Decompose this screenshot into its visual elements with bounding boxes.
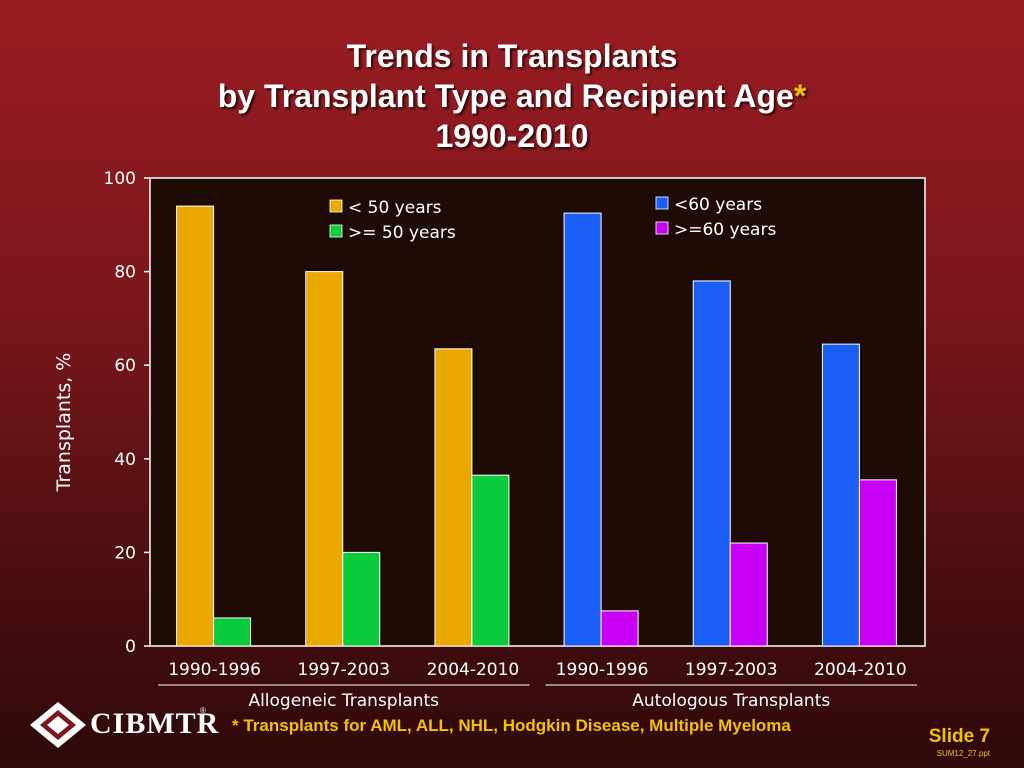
title-line-1: Trends in Transplants xyxy=(346,38,678,74)
bar-allo-young-1990-1996 xyxy=(176,205,215,647)
slide-title: Trends in Transplants by Transplant Type… xyxy=(0,36,1024,156)
y-tick-label: 100 xyxy=(104,169,136,189)
y-tick-label: 60 xyxy=(114,356,136,376)
x-tick-label: 2004-2010 xyxy=(814,660,907,680)
bar-allo-young-1997-2003 xyxy=(305,271,344,647)
x-tick-label: 1997-2003 xyxy=(297,660,390,680)
logo-registered-mark: ® xyxy=(200,706,206,715)
slide-number: Slide 7 xyxy=(928,726,990,747)
cibmtr-logo: CIBMTR ® xyxy=(28,700,218,750)
x-tick-label: 1990-1996 xyxy=(168,660,261,680)
bar-allo-old-1990-1996 xyxy=(213,617,252,647)
bar-auto-young-2004-2010 xyxy=(821,343,860,647)
y-tick-label: 0 xyxy=(125,637,136,657)
y-tick-label: 80 xyxy=(114,263,136,283)
bar-auto-young-1990-1996 xyxy=(563,212,602,647)
bar-allo-young-2004-2010 xyxy=(434,348,473,647)
footnote: * Transplants for AML, ALL, NHL, Hodgkin… xyxy=(232,716,791,735)
bar-auto-old-1990-1996 xyxy=(600,610,639,647)
bar-auto-young-1997-2003 xyxy=(692,280,731,647)
logo-wordmark: CIBMTR xyxy=(90,707,220,740)
title-line-3: 1990-2010 xyxy=(435,118,589,154)
y-tick-label: 40 xyxy=(114,450,136,470)
y-axis-label: Transplants, % xyxy=(53,353,75,493)
legend-swatch xyxy=(655,196,669,210)
bar-allo-old-2004-2010 xyxy=(471,474,510,647)
legend-swatch xyxy=(329,224,343,238)
legend-label: <60 years xyxy=(674,195,762,215)
bar-allo-old-1997-2003 xyxy=(342,551,381,647)
x-tick-label: 1990-1996 xyxy=(556,660,649,680)
plot-area xyxy=(149,177,926,647)
file-id: SUM12_27.ppt xyxy=(936,749,990,758)
group-label: Allogeneic Transplants xyxy=(248,691,439,711)
title-asterisk: * xyxy=(793,78,807,114)
legend-label: >=60 years xyxy=(674,220,776,240)
diamond-logo-icon xyxy=(30,702,86,748)
bar-auto-old-1997-2003 xyxy=(729,542,768,647)
title-line-2-text: by Transplant Type and Recipient Age xyxy=(217,78,794,114)
legend-label: < 50 years xyxy=(348,198,442,218)
legend-label: >= 50 years xyxy=(348,223,456,243)
legend-swatch xyxy=(329,199,343,213)
title-line-2: by Transplant Type and Recipient Age* xyxy=(0,76,1024,116)
bar-auto-old-2004-2010 xyxy=(858,479,897,647)
legend-swatch xyxy=(655,221,669,235)
x-tick-label: 1997-2003 xyxy=(685,660,778,680)
x-tick-label: 2004-2010 xyxy=(427,660,520,680)
y-tick-label: 20 xyxy=(114,543,136,563)
group-label: Autologous Transplants xyxy=(632,691,830,711)
